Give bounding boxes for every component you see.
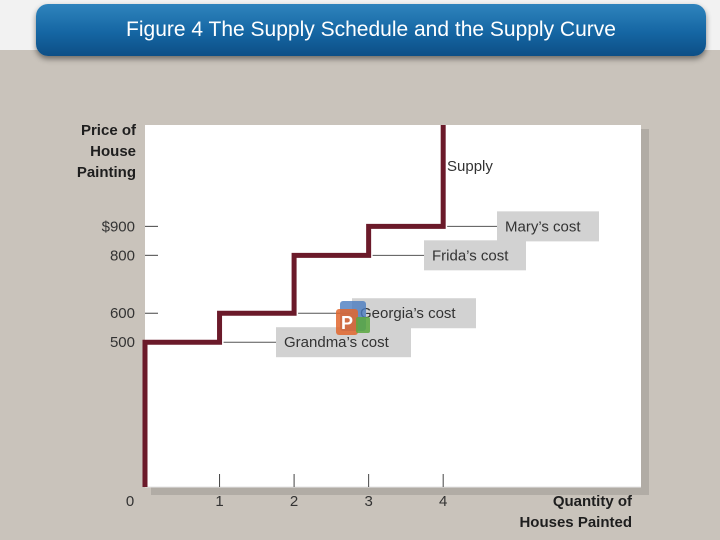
y-tick-label: 500 bbox=[110, 334, 135, 351]
x-tick-label: 0 bbox=[126, 493, 134, 510]
y-axis-label: Painting bbox=[77, 164, 136, 181]
presentation-app-icon: P bbox=[334, 299, 372, 339]
annotation-label: Frida’s cost bbox=[432, 247, 509, 264]
y-tick-label: 800 bbox=[110, 247, 135, 264]
slide-title: Figure 4 The Supply Schedule and the Sup… bbox=[126, 18, 616, 41]
annotation-label: Mary’s cost bbox=[505, 218, 581, 235]
y-axis-label: House bbox=[90, 143, 136, 160]
annotation-box bbox=[424, 240, 526, 271]
title-bar: Figure 4 The Supply Schedule and the Sup… bbox=[36, 4, 706, 56]
x-tick-label: 3 bbox=[364, 493, 372, 510]
annotation-box bbox=[497, 211, 599, 242]
supply-curve-label: Supply bbox=[447, 158, 493, 175]
annotation-label: Georgia’s cost bbox=[360, 305, 456, 322]
supply-curve bbox=[142, 125, 446, 487]
annotation-label: Grandma’s cost bbox=[284, 334, 390, 351]
x-tick-label: 4 bbox=[439, 493, 447, 510]
y-tick-label: 600 bbox=[110, 305, 135, 322]
x-axis-label: Houses Painted bbox=[519, 514, 632, 531]
x-tick-label: 1 bbox=[215, 493, 223, 510]
x-axis-label: Quantity of bbox=[553, 493, 633, 510]
svg-text:P: P bbox=[341, 313, 353, 333]
annotation-box bbox=[352, 298, 476, 329]
y-tick-label: $900 bbox=[102, 218, 135, 235]
x-tick-label: 2 bbox=[290, 493, 298, 510]
y-axis-label: Price of bbox=[81, 122, 137, 139]
